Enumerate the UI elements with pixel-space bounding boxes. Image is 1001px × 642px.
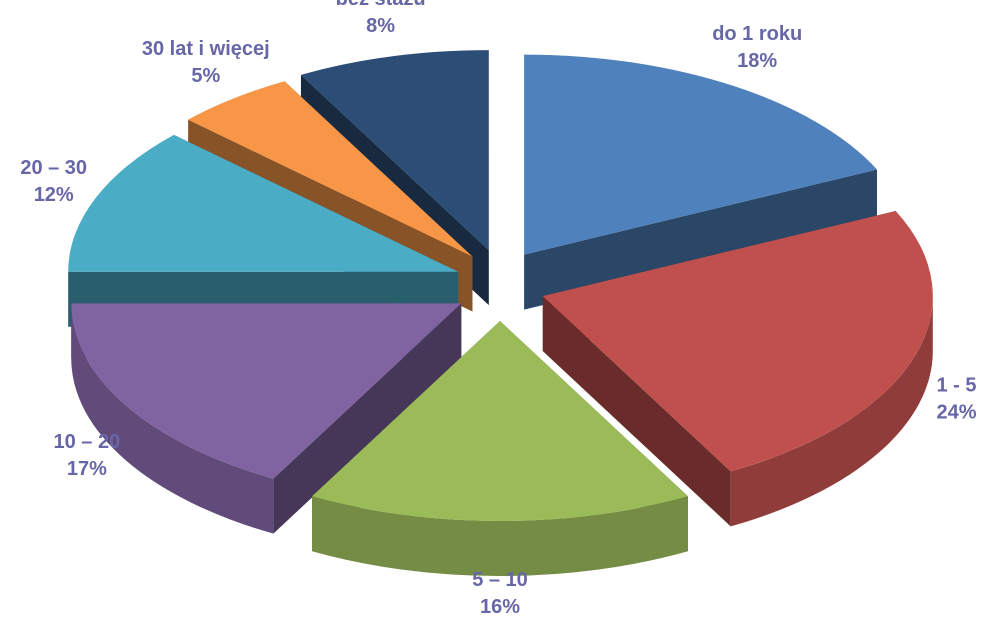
slice — [188, 81, 473, 257]
slice-label: 10 – 20 — [53, 431, 120, 453]
slice-wall — [730, 296, 933, 527]
slice-label: 5 – 10 — [472, 569, 528, 591]
slice-side — [524, 169, 877, 310]
slice-wall — [312, 496, 688, 576]
value-label: 18% — [737, 50, 777, 72]
value-label: 16% — [480, 596, 520, 618]
slice-label: do 1 roku — [712, 23, 802, 45]
slice-label: 20 – 30 — [20, 157, 87, 179]
value-label: 8% — [366, 15, 395, 37]
slice — [542, 210, 933, 472]
value-label: 24% — [936, 402, 976, 424]
value-label: 12% — [34, 184, 74, 206]
slice — [68, 134, 459, 272]
slice — [524, 54, 877, 255]
value-label: 5% — [191, 65, 220, 87]
slice — [300, 50, 489, 251]
slice-label: 1 - 5 — [936, 375, 976, 397]
slice-label: bez stażu — [336, 0, 426, 10]
slice-side — [542, 296, 731, 527]
slice-side — [273, 303, 462, 534]
slice-label: 30 lat i więcej — [142, 38, 270, 60]
slice — [312, 321, 688, 521]
slice — [71, 303, 462, 479]
slice-wall — [71, 303, 274, 534]
value-label: 17% — [67, 458, 107, 480]
